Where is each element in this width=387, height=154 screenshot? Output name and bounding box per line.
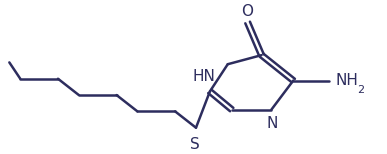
Text: NH: NH (336, 73, 359, 88)
Text: N: N (267, 116, 278, 131)
Text: S: S (190, 137, 200, 152)
Text: 2: 2 (357, 85, 364, 95)
Text: HN: HN (193, 69, 216, 84)
Text: O: O (241, 4, 253, 19)
